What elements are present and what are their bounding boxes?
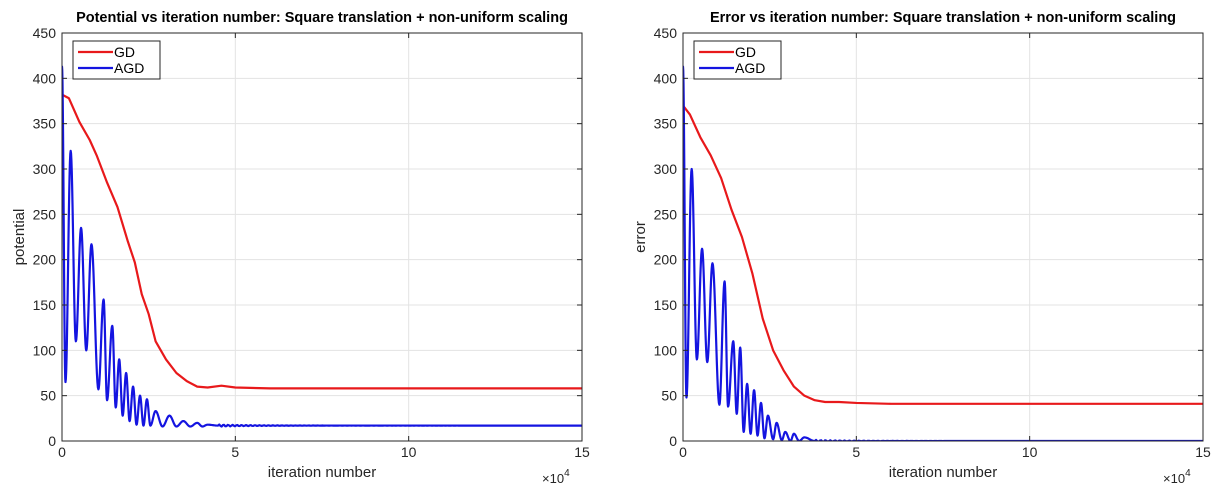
chart-title: Error vs iteration number: Square transl…: [710, 10, 1176, 26]
y-tick-label: 400: [654, 70, 678, 86]
y-tick-label: 450: [33, 25, 57, 41]
series-group: [62, 65, 582, 428]
y-tick-label: 0: [48, 433, 56, 449]
x-axis-label: iteration number: [889, 464, 997, 481]
y-tick-label: 350: [33, 116, 57, 132]
x-tick-label: 5: [231, 444, 239, 460]
legend-label-agd: AGD: [114, 60, 144, 76]
y-tick-label: 300: [654, 161, 678, 177]
y-tick-label: 50: [40, 388, 56, 404]
legend-label-gd: GD: [114, 44, 135, 60]
y-axis-label: error: [632, 221, 649, 253]
x-tick-label: 15: [574, 444, 590, 460]
legend-box: [693, 40, 782, 80]
x-exponent-label: ×104: [542, 468, 570, 486]
x-exponent-power: 4: [564, 468, 570, 479]
y-tick-label: 350: [654, 116, 678, 132]
y-tick-label: 300: [33, 161, 57, 177]
y-tick-label: 150: [33, 297, 57, 313]
y-tick-label: 150: [654, 297, 678, 313]
x-exponent-base: ×10: [1163, 471, 1185, 486]
series-line-agd: [62, 65, 582, 428]
axes-box: [61, 32, 583, 442]
y-tick-label: 100: [33, 342, 57, 358]
y-tick-label: 250: [33, 206, 57, 222]
y-tick-label: 450: [654, 25, 678, 41]
x-axis-label: iteration number: [268, 464, 376, 481]
x-tick-label: 15: [1195, 444, 1211, 460]
x-exponent-base: ×10: [542, 471, 564, 486]
y-axis-label: potential: [11, 209, 28, 266]
series-group: [683, 65, 1203, 441]
y-tick-label: 250: [654, 206, 678, 222]
x-tick-label: 10: [401, 444, 417, 460]
legend-label-gd: GD: [735, 44, 756, 60]
x-tick-label: 5: [852, 444, 860, 460]
potential-chart-panel: 0 5 10 15050100150200250300350400450×104ite…: [11, 10, 590, 486]
series-line-agd: [683, 65, 1203, 441]
y-tick-label: 200: [33, 252, 57, 268]
legend-label-agd: AGD: [735, 60, 765, 76]
y-tick-label: 400: [33, 70, 57, 86]
y-tick-label: 200: [654, 252, 678, 268]
x-exponent-power: 4: [1185, 468, 1191, 479]
x-tick-label: 10: [1022, 444, 1038, 460]
chart-title: Potential vs iteration number: Square tr…: [76, 10, 568, 26]
x-tick-label: 0: [58, 444, 66, 460]
y-tick-label: 50: [661, 388, 677, 404]
error-chart-panel: 0 5 10 15050100150200250300350400450×104ite…: [632, 10, 1211, 486]
axes-box: [682, 32, 1204, 442]
series-line-gd: [683, 104, 1203, 405]
series-line-gd: [62, 93, 582, 390]
x-tick-label: 0: [679, 444, 687, 460]
legend-box: [72, 40, 161, 80]
y-tick-label: 0: [669, 433, 677, 449]
y-tick-label: 100: [654, 342, 678, 358]
x-exponent-label: ×104: [1163, 468, 1191, 486]
